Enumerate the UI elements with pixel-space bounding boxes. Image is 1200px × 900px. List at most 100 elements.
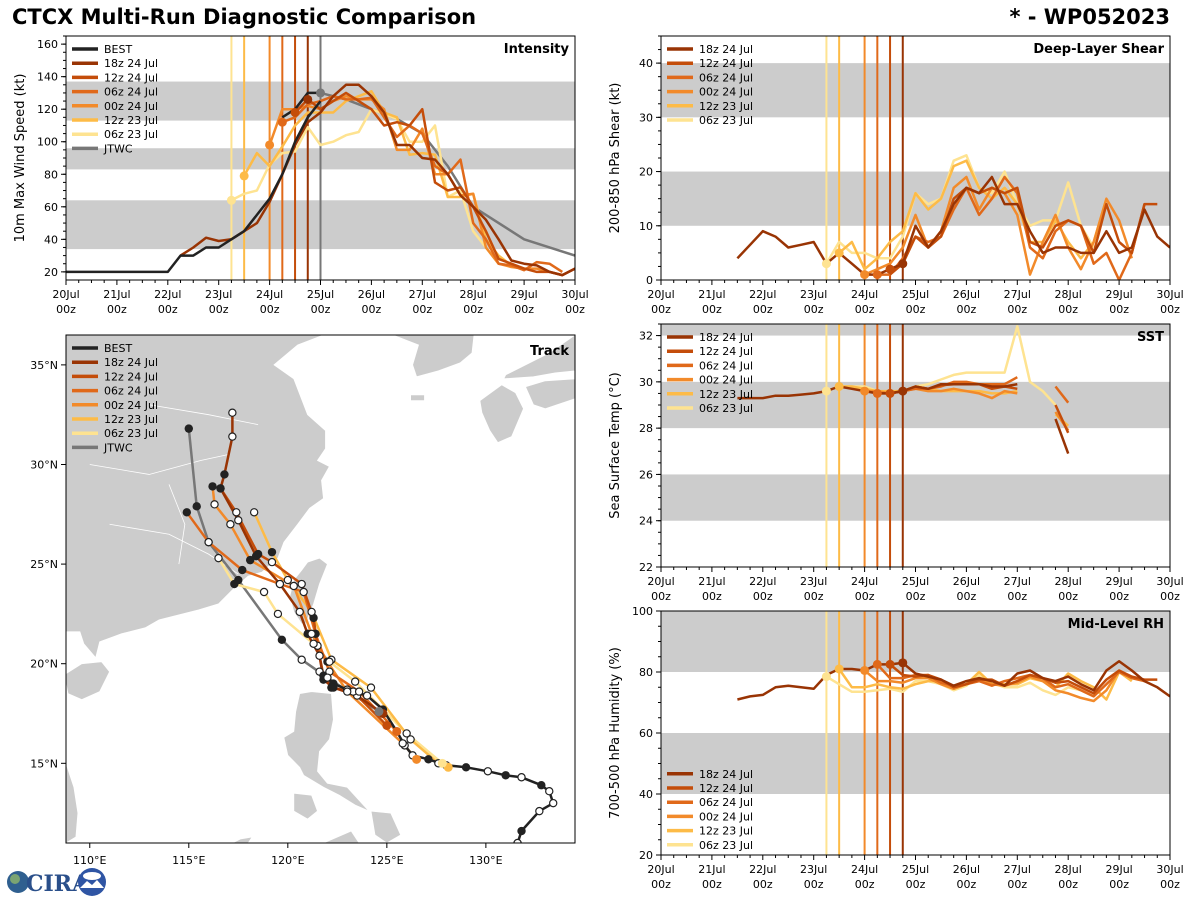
x-tick-label: 00z — [412, 303, 432, 316]
land-china — [66, 335, 330, 659]
x-tick-label: 25Jul — [902, 575, 929, 588]
x-tick-label: 00z — [651, 590, 671, 603]
track-point-best — [537, 781, 546, 790]
y-tick-label: 30 — [639, 376, 653, 389]
legend-label-00z-24-jul: 00z 24 Jul — [699, 810, 753, 823]
land-luzon — [283, 691, 370, 812]
x-tick-label: 00z — [855, 878, 875, 891]
shaded-band — [661, 611, 1170, 672]
x-tick-label: 26Jul — [358, 288, 385, 301]
init-point-12z-24-jul — [290, 107, 300, 117]
x-tick-label: 00z — [1007, 590, 1027, 603]
init-point-06z-23-jul — [821, 386, 831, 396]
y-tick-label: 80 — [44, 168, 58, 181]
province-border — [89, 454, 229, 475]
track-point-12z-24-jul — [267, 557, 277, 567]
land-palawan — [232, 836, 254, 843]
track-point-18z-24-jul — [315, 651, 324, 660]
track-point-12z-23-jul — [249, 508, 259, 517]
track-point-12z-23-jul — [307, 607, 316, 617]
x-tick-label: 30Jul — [1156, 288, 1183, 301]
x-tick-label: 22Jul — [749, 863, 776, 876]
y-axis-label: 10m Max Wind Speed (kt) — [13, 74, 28, 243]
init-point-06z-24-jul — [872, 659, 882, 669]
x-tick-label: 00z — [651, 303, 671, 316]
x-tick-label: 00z — [1109, 878, 1129, 891]
y-tick-label: 15°N — [30, 757, 58, 770]
legend-label-12z-23-jul: 12z 23 Jul — [699, 388, 753, 401]
track-point-00z-24-jul — [245, 555, 255, 565]
init-point-00z-24-jul — [265, 140, 275, 150]
x-tick-label: 00z — [804, 303, 824, 316]
y-tick-label: 32 — [639, 330, 653, 343]
y-tick-label: 26 — [639, 468, 653, 481]
x-tick-label: 25Jul — [902, 288, 929, 301]
y-tick-label: 40 — [639, 788, 653, 801]
x-tick-label: 00z — [804, 878, 824, 891]
legend-label-jtwc: JTWC — [103, 142, 133, 155]
x-tick-label: 27Jul — [1004, 288, 1031, 301]
x-tick-label: 22Jul — [154, 288, 181, 301]
x-tick-label: 00z — [56, 303, 76, 316]
series-line-12z-24-jul-b — [1054, 404, 1070, 434]
y-tick-label: 20 — [44, 266, 58, 279]
series-line-06z-24-jul-b — [1054, 385, 1070, 404]
y-tick-label: 30°N — [30, 458, 58, 471]
x-tick-label: 125°E — [370, 854, 403, 867]
track-point-18z-24-jul — [295, 607, 304, 617]
x-tick-label: 23Jul — [800, 575, 827, 588]
x-tick-label: 00z — [855, 303, 875, 316]
legend-label-best: BEST — [104, 342, 132, 355]
y-tick-label: 22 — [639, 561, 653, 574]
x-tick-label: 27Jul — [409, 288, 436, 301]
x-tick-label: 29Jul — [1105, 575, 1132, 588]
track-point-12z-23-jul — [283, 575, 293, 585]
series-line-06z-24-jul — [877, 175, 1146, 280]
y-tick-label: 25°N — [30, 558, 58, 571]
x-tick-label: 27Jul — [1004, 863, 1031, 876]
x-tick-label: 00z — [702, 303, 722, 316]
rh-panel: 20 40 60 80 100 20Jul 00z 21Jul 00z 22Jul 00z 23Jul… — [608, 605, 1184, 891]
series-line-06z-23-jul — [825, 673, 1095, 698]
y-tick-label: 35°N — [30, 359, 58, 372]
x-tick-label: 20Jul — [647, 575, 674, 588]
y-tick-label: 40 — [639, 57, 653, 70]
x-tick-label: 00z — [514, 303, 534, 316]
x-tick-label: 21Jul — [698, 575, 725, 588]
y-axis-label: 200-850 hPa Shear (kt) — [608, 83, 623, 234]
x-tick-label: 00z — [753, 303, 773, 316]
panel-title: Intensity — [504, 42, 570, 57]
legend-label-06z-23-jul: 06z 23 Jul — [104, 128, 158, 141]
track-point-06z-23-jul — [402, 729, 411, 738]
track-point-best — [501, 771, 510, 780]
track-point-best — [461, 763, 471, 772]
legend-label-best: BEST — [104, 43, 132, 56]
x-tick-label: 21Jul — [698, 288, 725, 301]
init-point-12z-23-jul — [834, 664, 844, 674]
x-tick-label: 28Jul — [460, 288, 487, 301]
x-tick-label: 00z — [906, 590, 926, 603]
y-tick-label: 30 — [639, 111, 653, 124]
y-tick-label: 20 — [639, 849, 653, 862]
plot-frame — [65, 334, 576, 844]
track-point-06z-23-jul — [325, 657, 334, 666]
x-tick-label: 20Jul — [647, 288, 674, 301]
track-point-12z-23-jul — [366, 683, 376, 692]
track-point-06z-24-jul — [238, 565, 247, 575]
track-point-12z-23-jul — [267, 547, 277, 557]
init-point-18z-24-jul — [898, 259, 908, 269]
x-tick-label: 20Jul — [52, 288, 79, 301]
x-tick-label: 00z — [362, 303, 382, 316]
track-point-00z-24-jul — [226, 520, 235, 529]
track-init-00z-24-jul — [412, 754, 422, 764]
init-point-06z-24-jul — [872, 388, 882, 398]
track-point-12z-24-jul — [297, 579, 306, 589]
legend-label-12z-23-jul: 12z 23 Jul — [699, 825, 753, 838]
legend-label-12z-24-jul: 12z 24 Jul — [699, 345, 753, 358]
land-kyushu — [479, 384, 524, 444]
x-tick-label: 115°E — [172, 854, 205, 867]
x-tick-label: 25Jul — [307, 288, 334, 301]
x-tick-label: 00z — [1109, 303, 1129, 316]
land-jeju — [410, 394, 425, 402]
init-point-12z-23-jul — [834, 381, 844, 391]
